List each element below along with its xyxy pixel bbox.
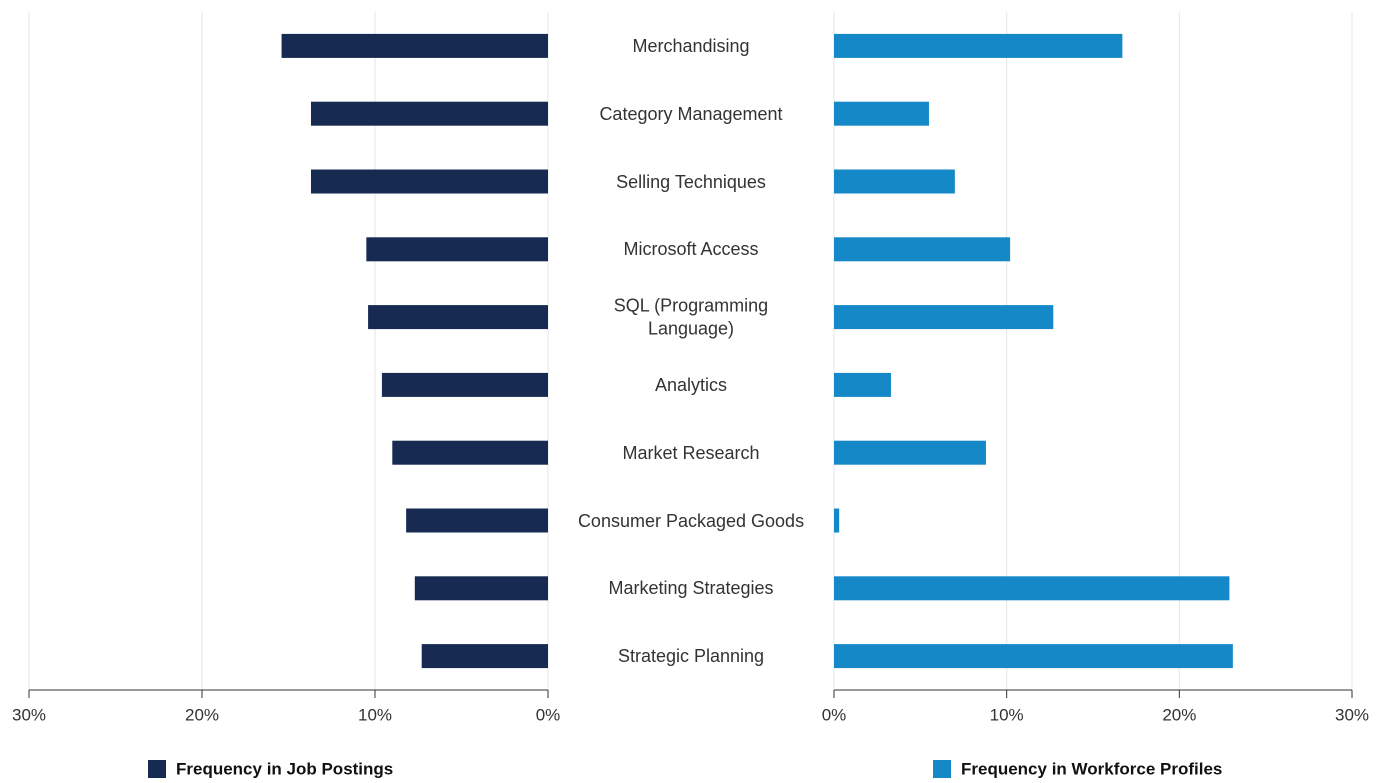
bar (281, 33, 548, 58)
category-label: Strategic Planning (617, 645, 765, 666)
x-tick-label: 10% (990, 705, 1024, 724)
x-tick-label: 30% (1335, 705, 1369, 724)
category-label: Selling Techniques (616, 171, 766, 192)
category-label: SQL (Programming Language) (613, 295, 769, 339)
bar (834, 508, 840, 533)
bar (421, 644, 548, 669)
bar (834, 576, 1230, 601)
category-label: Category Management (599, 103, 783, 124)
bar (834, 440, 986, 465)
category-label: Marketing Strategies (608, 578, 774, 599)
legend-swatch (148, 760, 166, 778)
category-label: Consumer Packaged Goods (577, 510, 805, 531)
legend-label: Frequency in Job Postings (176, 759, 393, 778)
bar (310, 101, 548, 126)
bar (368, 305, 548, 330)
category-label: Analytics (654, 374, 728, 395)
legend-swatch (933, 760, 951, 778)
bar (834, 101, 929, 126)
bar (834, 305, 1054, 330)
x-tick-label: 10% (358, 705, 392, 724)
bar (414, 576, 548, 601)
legend-label: Frequency in Workforce Profiles (961, 759, 1222, 778)
bar (381, 372, 548, 397)
bar (366, 237, 548, 262)
bar (834, 644, 1233, 669)
category-label: Merchandising (632, 35, 750, 56)
category-label: Market Research (622, 442, 760, 463)
bar (834, 237, 1011, 262)
x-tick-label: 20% (1162, 705, 1196, 724)
x-tick-label: 0% (536, 705, 561, 724)
bar (834, 372, 891, 397)
bar (406, 508, 548, 533)
bar (392, 440, 548, 465)
x-tick-label: 20% (185, 705, 219, 724)
x-tick-label: 0% (822, 705, 847, 724)
x-tick-label: 30% (12, 705, 46, 724)
category-label: Microsoft Access (623, 239, 759, 260)
bar (310, 169, 548, 194)
bar (834, 169, 955, 194)
bar (834, 33, 1123, 58)
